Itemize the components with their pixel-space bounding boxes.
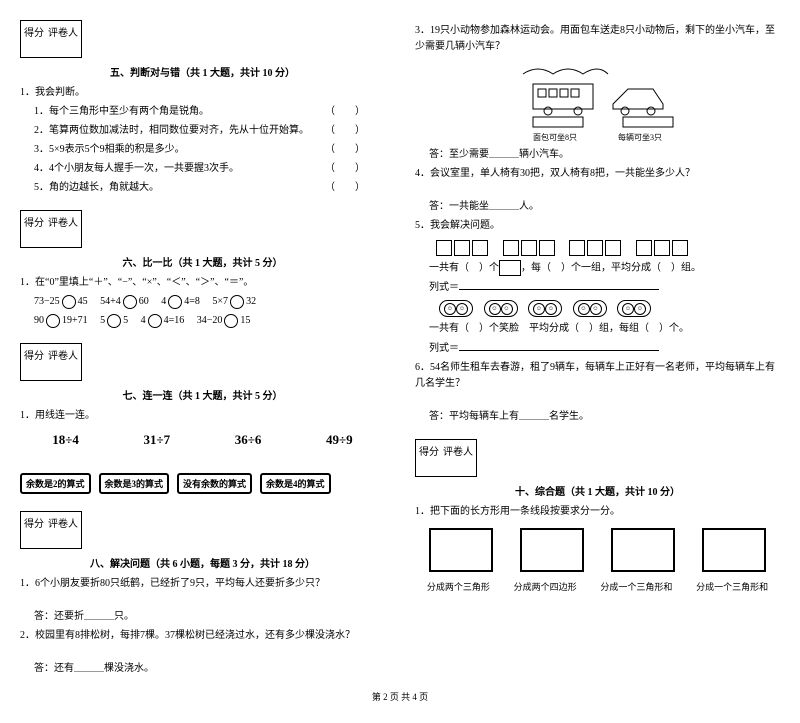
sec8-q5b-formula: 列式＝ [415, 340, 780, 357]
bus-label-1: 面包可坐8只 [533, 132, 577, 143]
score-box-10: 得分评卷人 [415, 439, 477, 477]
sec6-lead: 1．在“0”里填上“＋”、“−”、“×”、“＜”、“＞”、“＝”。 [20, 275, 385, 291]
sec8-a1: 答：还要折＿＿＿只。 [20, 609, 385, 625]
sec8-q5-formula: 列式＝ [415, 279, 780, 296]
sec8-a6: 答：平均每辆车上有＿＿＿名学生。 [415, 409, 780, 425]
section-6-title: 六、比一比（共 1 大题，共计 5 分） [20, 254, 385, 269]
sec8-q4: 4．会议室里，单人椅有30把，双人椅有8把，一共能坐多少人？ [415, 166, 780, 182]
sec8-a2: 答：还有＿＿＿棵没浇水。 [20, 661, 385, 677]
sec8-q6: 6．54名师生租车去春游，租了9辆车，每辆车上正好有一名老师，平均每辆车上有几名… [415, 360, 780, 392]
page-footer: 第 2 页 共 4 页 [20, 690, 780, 703]
sec8-a4: 答：一共能坐＿＿＿人。 [415, 199, 780, 215]
faces-illustration: ☺☺ ☺☺ ☺☺ ☺☺ ☺☺ [415, 300, 780, 317]
rect-row [415, 528, 780, 572]
sec8-a3: 答：至少需要＿＿＿辆小汽车。 [415, 147, 780, 163]
sec5-lead: 1．我会判断。 [20, 85, 385, 101]
sec8-q3: 3．19只小动物参加森林运动会。用面包车送走8只小动物后，剩下的坐小汽车，至少需… [415, 23, 780, 55]
sec8-q1: 1．6个小朋友要折80只纸鹤，已经折了9只，平均每人还要折多少只？ [20, 576, 385, 592]
sec8-q5b-text: 一共有（ ）个笑脸 平均分成（ ）组，每组（ ）个。 [415, 321, 780, 337]
sec6-row: 9019+71 55 44=16 34−2015 [20, 313, 385, 329]
sec5-item: 5．角的边越长，角就越大。（ ） [34, 180, 385, 196]
grader-label: 评卷人 [47, 23, 79, 40]
sec10-lead: 1．把下面的长方形用一条线段按要求分一分。 [415, 504, 780, 520]
sec5-item: 1．每个三角形中至少有两个角是锐角。（ ） [34, 104, 385, 120]
bus-label-2: 每辆可坐3只 [618, 132, 662, 143]
bus-illustration: 面包可坐8只 每辆可坐3只 [415, 59, 780, 143]
sec7-lead: 1．用线连一连。 [20, 408, 385, 424]
score-label: 得分 [23, 23, 45, 40]
score-box-6: 得分评卷人 [20, 210, 82, 248]
sec5-item: 4．4个小朋友每人握手一次，一共要握3次手。（ ） [34, 161, 385, 177]
score-box-8: 得分评卷人 [20, 511, 82, 549]
boxes-illustration [415, 238, 780, 256]
sec7-exprs: 18÷4 31÷7 36÷6 49÷9 [20, 432, 385, 448]
score-box-5: 得分评卷人 [20, 20, 82, 58]
score-box-7: 得分评卷人 [20, 343, 82, 381]
sec8-q5: 5．我会解决问题。 [415, 218, 780, 234]
sec6-row: 73−2545 54+460 44=8 5×732 [20, 294, 385, 310]
sec5-item: 3．5×9表示5个9相乘的积是多少。（ ） [34, 142, 385, 158]
section-7-title: 七、连一连（共 1 大题，共计 5 分） [20, 387, 385, 402]
section-5-title: 五、判断对与错（共 1 大题，共计 10 分） [20, 64, 385, 79]
section-10-title: 十、综合题（共 1 大题，共计 10 分） [415, 483, 780, 498]
sec5-item: 2．笔算两位数加减法时，相同数位要对齐，先从十位开始算。（ ） [34, 123, 385, 139]
sec8-q5-text: 一共有（ ）个，每（ ）个一组，平均分成（ ）组。 [415, 260, 780, 276]
sec8-q2: 2．校园里有8排松树，每排7棵。37棵松树已经浇过水，还有多少棵没浇水？ [20, 628, 385, 644]
rect-labels: 分成两个三角形 分成两个四边形 分成一个三角形和 分成一个三角形和 [415, 580, 780, 593]
section-8-title: 八、解决问题（共 6 小题，每题 3 分，共计 18 分） [20, 555, 385, 570]
sec7-tags: 余数是2的算式 余数是3的算式 没有余数的算式 余数是4的算式 [20, 473, 385, 494]
